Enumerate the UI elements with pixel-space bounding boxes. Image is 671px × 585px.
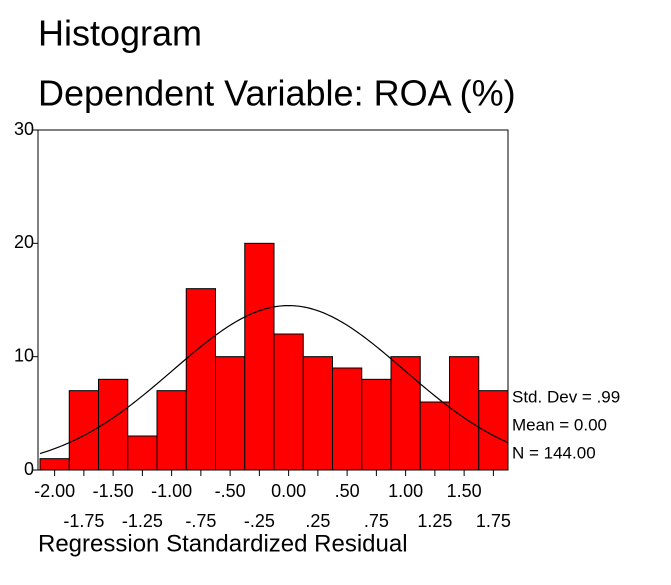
x-tick-label: .25 — [305, 511, 330, 531]
bar — [419, 401, 450, 471]
bar — [39, 458, 70, 471]
x-tick-label: -.25 — [244, 511, 275, 531]
chart-subtitle: Dependent Variable: ROA (%) — [38, 73, 516, 114]
x-tick-label: -1.50 — [93, 481, 134, 501]
y-tick-label: 10 — [14, 345, 34, 365]
bar — [273, 333, 304, 471]
x-tick-label: 1.50 — [447, 481, 482, 501]
x-tick-label: -1.00 — [151, 481, 192, 501]
bar — [185, 288, 216, 471]
x-tick-label: .50 — [335, 481, 360, 501]
x-tick-label: 1.00 — [388, 481, 423, 501]
x-tick-label: .75 — [364, 511, 389, 531]
stat-annotation: Mean = 0.00 — [512, 415, 607, 434]
y-tick-label: 0 — [24, 459, 34, 479]
plot-frame — [37, 129, 509, 471]
x-tick-label: 0.00 — [271, 481, 306, 501]
x-tick-label: 1.25 — [417, 511, 452, 531]
bar — [302, 356, 333, 471]
x-tick-label: -.75 — [185, 511, 216, 531]
bar — [215, 356, 246, 471]
bar — [332, 367, 363, 471]
y-tick-label: 30 — [14, 119, 34, 139]
x-axis-label: Regression Standardized Residual — [38, 530, 408, 557]
bar — [156, 390, 187, 471]
x-tick-label: -1.25 — [122, 511, 163, 531]
x-tick-label: -1.75 — [63, 511, 104, 531]
stat-annotation: N = 144.00 — [512, 443, 596, 462]
stat-annotation: Std. Dev = .99 — [512, 387, 620, 406]
bar — [244, 242, 275, 471]
x-tick-label: -2.00 — [34, 481, 75, 501]
chart-title: Histogram — [38, 13, 202, 54]
x-tick-label: -.50 — [215, 481, 246, 501]
bar — [127, 435, 158, 471]
bar — [361, 378, 392, 471]
x-tick-label: 1.75 — [476, 511, 511, 531]
y-tick-label: 20 — [14, 232, 34, 252]
normal-curve — [39, 304, 509, 455]
bar — [449, 356, 480, 471]
bar — [390, 356, 421, 471]
